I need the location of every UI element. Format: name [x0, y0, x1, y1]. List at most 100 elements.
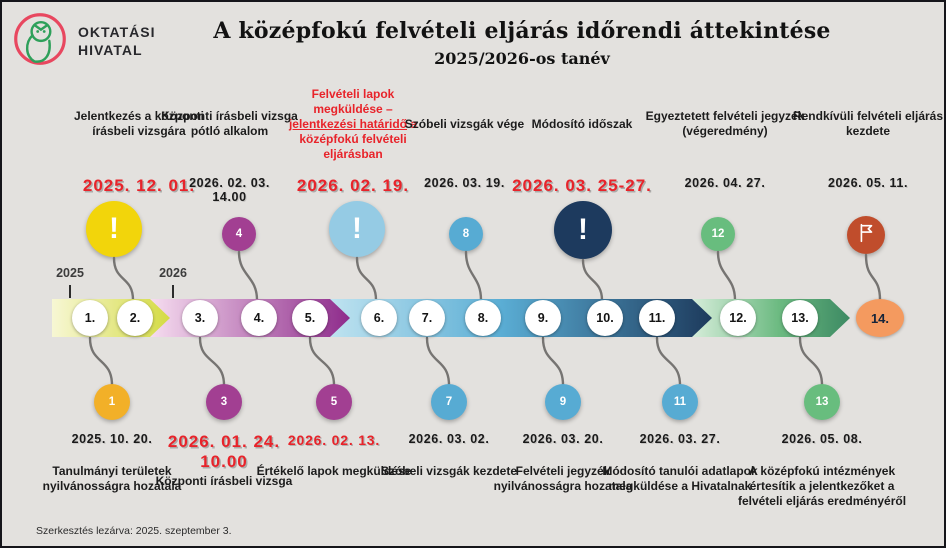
event-label: Tanulmányi területek nyilvánosságra hoza… — [42, 464, 182, 493]
timeline-point-3: 3. — [182, 300, 218, 336]
connector-line — [464, 250, 483, 302]
step-bubble-9: 9 — [545, 384, 581, 420]
bubble-number: 9 — [559, 396, 567, 408]
alert-bubble-lightblue: ! — [329, 201, 385, 257]
header: A középfokú felvételi eljárás időrendi á… — [192, 18, 852, 68]
event-date: 2026. 03. 02. — [408, 432, 490, 446]
event-label: Központi írásbeli vizsga pótló alkalom — [161, 109, 298, 138]
event-top-5: Módosító időszak 2026. 03. 25-27. — [502, 78, 662, 196]
connector-line — [425, 336, 451, 387]
step-bubble-4: 4 — [222, 217, 256, 251]
connector-line — [798, 336, 824, 387]
event-label: Egyeztetett felvételi jegyzék (végeredmé… — [645, 109, 805, 138]
step-bubble-8: 8 — [449, 217, 483, 251]
page-subtitle: 2025/2026-os tanév — [434, 49, 610, 68]
logo-text-line2: HIVATAL — [78, 41, 143, 58]
event-top-4: Szóbeli vizsgák vége 2026. 03. 19. — [392, 78, 537, 191]
bubble-number: 13 — [815, 396, 829, 408]
bubble-number: 1 — [108, 396, 116, 408]
timeline-point-4: 4. — [241, 300, 277, 336]
timeline-point-2: 2. — [117, 300, 153, 336]
event-date: 2026. 03. 25-27. — [512, 176, 652, 195]
exclamation-icon: ! — [578, 213, 588, 246]
event-bottom-7: 2026. 03. 02. Szóbeli vizsgák kezdete — [369, 432, 529, 479]
timeline-point-10: 10. — [587, 300, 623, 336]
label-part-underlined: jelentkezési határidő — [288, 116, 407, 131]
event-date: 2026. 02. 13. — [287, 432, 381, 448]
timeline-point-14: 14. — [856, 299, 904, 337]
bubble-number: 8 — [462, 228, 470, 240]
event-date: 2026. 01. 24. 10.00 — [167, 432, 281, 471]
step-bubble-7: 7 — [431, 384, 467, 420]
bubble-number: 5 — [330, 396, 338, 408]
event-date: 2026. 02. 03. 14.00 — [189, 176, 270, 205]
page-title: A középfokú felvételi eljárás időrendi á… — [213, 18, 831, 44]
timeline-point-5: 5. — [292, 300, 328, 336]
connector-line — [88, 336, 114, 387]
bubble-number: 4 — [235, 228, 243, 240]
logo-text-line1: OKTATÁSI — [78, 24, 156, 40]
oktatasi-hivatal-logo: OKTATÁSI HIVATAL — [12, 11, 155, 72]
event-date: 2026. 03. 27. — [639, 432, 721, 446]
timeline-point-12: 12. — [720, 300, 756, 336]
event-label: Szóbeli vizsgák vége — [404, 116, 525, 131]
year-tick — [69, 285, 71, 298]
bubble-number: 12 — [711, 228, 725, 240]
timeline-segment-4 — [692, 299, 850, 337]
event-date: 2026. 04. 27. — [684, 176, 766, 190]
event-label: Rendkívüli felvételi eljárás kezdete — [792, 109, 944, 138]
label-part: a középfokú felvételi eljárásban — [299, 116, 418, 161]
event-label: A középfokú intézmények értesítik a jele… — [737, 464, 907, 508]
flag-icon — [855, 222, 877, 249]
editing-closed-note: Szerkesztés lezárva: 2025. szeptember 3. — [36, 525, 232, 537]
connector-line — [112, 256, 135, 302]
alert-bubble-yellow: ! — [86, 201, 142, 257]
event-bottom-11: 2026. 03. 27. Módosító tanulói adatlapok… — [595, 432, 765, 494]
timeline-point-9: 9. — [525, 300, 561, 336]
connector-line — [237, 250, 259, 302]
owl-icon — [12, 11, 68, 72]
step-bubble-13: 13 — [804, 384, 840, 420]
timeline-point-7: 7. — [409, 300, 445, 336]
event-bottom-13: 2026. 05. 08. A középfokú intézmények ér… — [727, 432, 917, 509]
event-bottom-3: 2026. 01. 24. 10.00 Központi írásbeli vi… — [144, 432, 304, 489]
step-bubble-1: 1 — [94, 384, 130, 420]
alert-bubble-navy: ! — [554, 201, 612, 259]
connector-line — [355, 256, 378, 302]
connector-line — [541, 336, 565, 387]
event-date: 2026. 03. 20. — [522, 432, 604, 446]
event-top-2: Központi írásbeli vizsga pótló alkalom 2… — [152, 78, 307, 205]
bubble-number: 11 — [673, 396, 687, 408]
event-label: Felvételi lapok megküldése – jelentkezés… — [280, 87, 426, 162]
event-label: Szóbeli vizsgák kezdete — [380, 464, 518, 478]
event-date: 2025. 12. 01. — [82, 176, 196, 195]
year-tick — [172, 285, 174, 298]
connector-line — [581, 258, 604, 302]
step-bubble-12: 12 — [701, 217, 735, 251]
event-date: 2025. 10. 20. — [71, 432, 153, 446]
event-label: Felvételi jegyzék nyilvánosságra hozatal… — [493, 464, 633, 493]
event-bottom-1: 2025. 10. 20. Tanulmányi területek nyilv… — [32, 432, 192, 494]
timeline-point-11: 11. — [639, 300, 675, 336]
event-top-3: Felvételi lapok megküldése – jelentkezés… — [280, 78, 426, 196]
event-top-1: Jelentkezés a központi írásbeli vizsgára… — [59, 78, 219, 196]
event-date: 2026. 02. 19. — [296, 176, 410, 195]
event-bottom-9: 2026. 03. 20. Felvételi jegyzék nyilváno… — [483, 432, 643, 494]
connector-line — [716, 250, 737, 302]
step-bubble-3: 3 — [206, 384, 242, 420]
timeline-point-13: 13. — [782, 300, 818, 336]
connector-line — [655, 336, 682, 387]
event-label: Értékelő lapok megküldése — [256, 464, 412, 478]
bubble-number: 7 — [445, 396, 453, 408]
year-label-2025: 2025 — [56, 266, 84, 280]
connector-line — [864, 253, 882, 302]
connector-line — [308, 336, 336, 387]
timeline-point-6: 6. — [361, 300, 397, 336]
event-date: 2026. 05. 08. — [781, 432, 863, 446]
step-bubble-11: 11 — [662, 384, 698, 420]
label-part: Felvételi lapok megküldése – — [311, 86, 395, 116]
event-label: Jelentkezés a központi írásbeli vizsgára — [73, 109, 205, 138]
exclamation-icon: ! — [109, 212, 119, 245]
connector-line — [198, 336, 226, 387]
timeline-point-1: 1. — [72, 300, 108, 336]
